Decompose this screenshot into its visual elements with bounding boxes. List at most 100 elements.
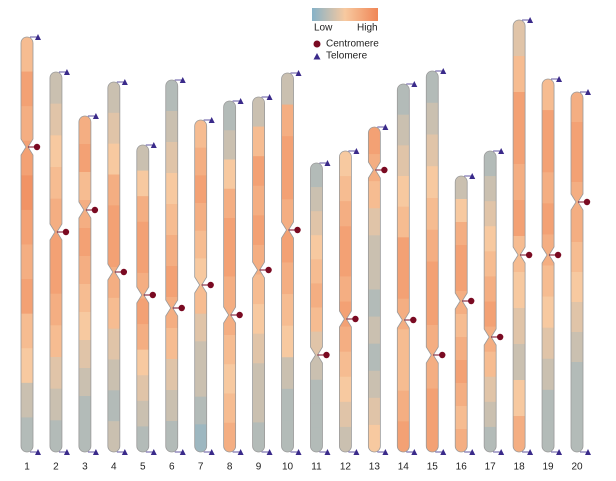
telomere (35, 34, 41, 40)
centromere (468, 297, 475, 305)
density-band (281, 136, 294, 169)
chromosome (223, 101, 236, 452)
density-band (165, 421, 178, 452)
density-band (542, 389, 555, 422)
telomere (295, 70, 302, 76)
density-band (252, 185, 265, 216)
centromere (381, 166, 388, 174)
x-tick-label: 19 (542, 462, 554, 473)
telomere (411, 81, 418, 87)
density-band (542, 265, 555, 298)
density-band (252, 392, 265, 423)
density-band (484, 251, 497, 277)
legend-low: Low (314, 23, 333, 34)
density-band (49, 198, 62, 231)
chromosome (426, 71, 439, 452)
chromosome-outline (194, 119, 208, 453)
density-band (49, 325, 62, 358)
telomere (527, 17, 534, 23)
density-band (513, 56, 526, 93)
x-tick-label: 16 (456, 462, 468, 473)
chromosome-outline (425, 70, 439, 453)
telomere (469, 449, 476, 455)
density-band (21, 382, 33, 418)
density-band (513, 128, 526, 165)
density-band (426, 198, 439, 231)
density-band (281, 325, 294, 358)
chromosome-outline (570, 91, 584, 453)
chromosome-outline (107, 81, 121, 453)
density-band (136, 196, 149, 223)
density-band (542, 203, 555, 235)
density-band (542, 327, 555, 360)
density-band (368, 370, 381, 399)
telomere (63, 449, 70, 455)
legend-centromere-marker (313, 40, 321, 48)
density-band (252, 156, 265, 187)
density-band (542, 79, 555, 111)
density-band (194, 313, 207, 342)
density-band (368, 343, 381, 372)
density-band (223, 247, 236, 277)
chromosome (49, 72, 62, 452)
density-band (426, 166, 439, 199)
density-band (78, 256, 91, 285)
density-band (281, 230, 294, 263)
density-band (339, 376, 352, 403)
density-band (397, 145, 410, 177)
density-band (194, 258, 207, 287)
chromosome (339, 151, 352, 452)
chromosome-outline (20, 36, 34, 453)
telomere (585, 449, 591, 455)
x-tick-label: 11 (311, 462, 322, 473)
density-band (455, 429, 468, 452)
x-tick-label: 6 (169, 462, 175, 473)
density-band (281, 294, 294, 327)
density-band (484, 326, 497, 353)
density-band (78, 424, 91, 452)
density-band (49, 293, 62, 326)
density-band (194, 286, 207, 315)
x-tick-label: 5 (140, 462, 146, 473)
density-band (281, 262, 294, 295)
x-tick-label: 2 (53, 462, 59, 473)
density-band (78, 172, 91, 201)
density-band (368, 424, 381, 453)
density-band (484, 151, 497, 177)
density-band (281, 357, 294, 390)
centromere (410, 316, 417, 324)
density-band (21, 313, 33, 349)
centromere (439, 351, 446, 359)
density-band (223, 218, 236, 248)
density-band (136, 170, 149, 197)
centromere (33, 143, 41, 151)
density-band (484, 301, 497, 328)
telomere (237, 98, 244, 104)
telomere (440, 449, 447, 455)
chromosome (136, 145, 149, 452)
density-band (165, 80, 178, 112)
density-band (339, 151, 352, 177)
density-band (136, 324, 149, 351)
x-tick-label: 1 (24, 462, 30, 473)
telomere (121, 79, 128, 85)
chromosome (165, 80, 178, 452)
density-band (571, 392, 583, 423)
density-band (426, 71, 439, 104)
chromosome-outline (396, 83, 410, 453)
density-band (281, 199, 294, 232)
density-band (107, 328, 120, 360)
density-band (368, 235, 381, 263)
density-band (223, 364, 236, 394)
density-band (426, 134, 439, 167)
density-band (252, 363, 265, 394)
density-band (223, 101, 236, 131)
density-band (49, 357, 62, 390)
chromosome (194, 120, 207, 452)
centromere (554, 251, 562, 259)
density-band (484, 426, 497, 452)
density-band (484, 401, 497, 428)
density-band (281, 104, 294, 137)
telomere (556, 76, 563, 82)
